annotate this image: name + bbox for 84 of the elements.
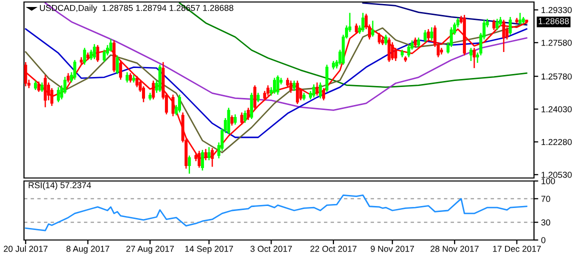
candlestick [37, 80, 40, 92]
y-tick-label: 1.29330 [542, 6, 572, 14]
candlestick [273, 77, 276, 94]
candlestick [430, 26, 434, 42]
candlestick [44, 74, 47, 108]
line-series [24, 194, 528, 232]
x-tick-label: 3 Oct 2017 [250, 246, 292, 252]
candlestick [390, 42, 394, 61]
candlestick [371, 20, 374, 38]
candlestick [34, 80, 37, 91]
candlestick [92, 44, 96, 60]
line-series [24, 28, 528, 138]
candlestick [56, 86, 60, 103]
y-tick-label: 100 [542, 178, 555, 184]
y-tick-label: 1.24030 [542, 106, 572, 112]
y-tick-label: 1.25780 [542, 73, 572, 80]
y-tick-label: 0 [541, 237, 546, 244]
candlestick [498, 16, 502, 27]
candlestick [469, 47, 472, 62]
y-tick-label: 1.20530 [542, 172, 572, 178]
candlestick [40, 82, 44, 92]
x-tick-label: 28 Nov 2017 [430, 246, 479, 252]
candlestick [227, 107, 230, 135]
candlestick [292, 80, 296, 92]
chart-title: RSI(14) 57.2374 [28, 182, 92, 190]
candlestick [119, 59, 122, 80]
candlestick [234, 114, 237, 126]
candlestick [244, 110, 247, 124]
candlestick [472, 47, 476, 69]
y-tick-label: 1.27580 [542, 40, 572, 46]
candlestick [171, 94, 174, 117]
y-tick-label: 30 [541, 219, 550, 226]
x-tick-label: 22 Oct 2017 [310, 246, 356, 252]
candlestick [388, 36, 391, 63]
candlestick [126, 72, 129, 84]
y-tick-label: 70 [541, 196, 550, 202]
candlestick [276, 74, 280, 96]
candlestick [135, 75, 138, 88]
candlestick [394, 47, 398, 62]
annotation: 1.28688 [538, 18, 569, 24]
candlestick [109, 38, 112, 52]
candlestick [378, 32, 381, 45]
x-tick-label: 9 Nov 2017 [370, 246, 414, 252]
x-tick-label: 27 Aug 2017 [126, 246, 174, 254]
candlestick [66, 72, 70, 84]
candlestick [250, 92, 254, 120]
line-series [362, 2, 528, 26]
y-tick-label: 1.22280 [542, 138, 572, 146]
candlestick [325, 64, 328, 92]
candlestick [417, 36, 420, 48]
x-tick-label: 14 Sep 2017 [185, 246, 233, 254]
candlestick [200, 149, 204, 172]
candlestick [128, 72, 132, 84]
candlestick [230, 114, 234, 126]
candlestick [496, 18, 499, 31]
candlestick [158, 64, 162, 92]
candlestick [518, 12, 522, 26]
candlestick [424, 29, 427, 43]
candlestick [289, 80, 292, 94]
candlestick [253, 84, 256, 110]
x-tick-label: 20 Jul 2017 [4, 246, 48, 252]
candlestick [266, 84, 270, 96]
candlestick [296, 80, 299, 105]
candlestick [96, 44, 100, 63]
candlestick [316, 82, 319, 96]
candlestick [414, 36, 417, 48]
candlestick [102, 49, 106, 63]
candlestick [426, 28, 430, 42]
candlestick [361, 12, 364, 33]
candlestick [246, 107, 250, 121]
candlestick [508, 16, 512, 36]
candlestick [208, 146, 211, 161]
candlestick [384, 34, 388, 46]
candlestick [178, 94, 182, 114]
candlestick [256, 92, 260, 103]
candlestick [83, 47, 86, 66]
candlestick [116, 54, 119, 75]
candlestick [188, 154, 191, 174]
candlestick [152, 80, 155, 100]
x-tick-label: 8 Aug 2017 [66, 246, 110, 254]
candlestick [318, 82, 322, 100]
x-tick-label: 17 Dec 2017 [493, 246, 541, 252]
candlestick [312, 84, 316, 98]
candlestick [322, 88, 326, 101]
